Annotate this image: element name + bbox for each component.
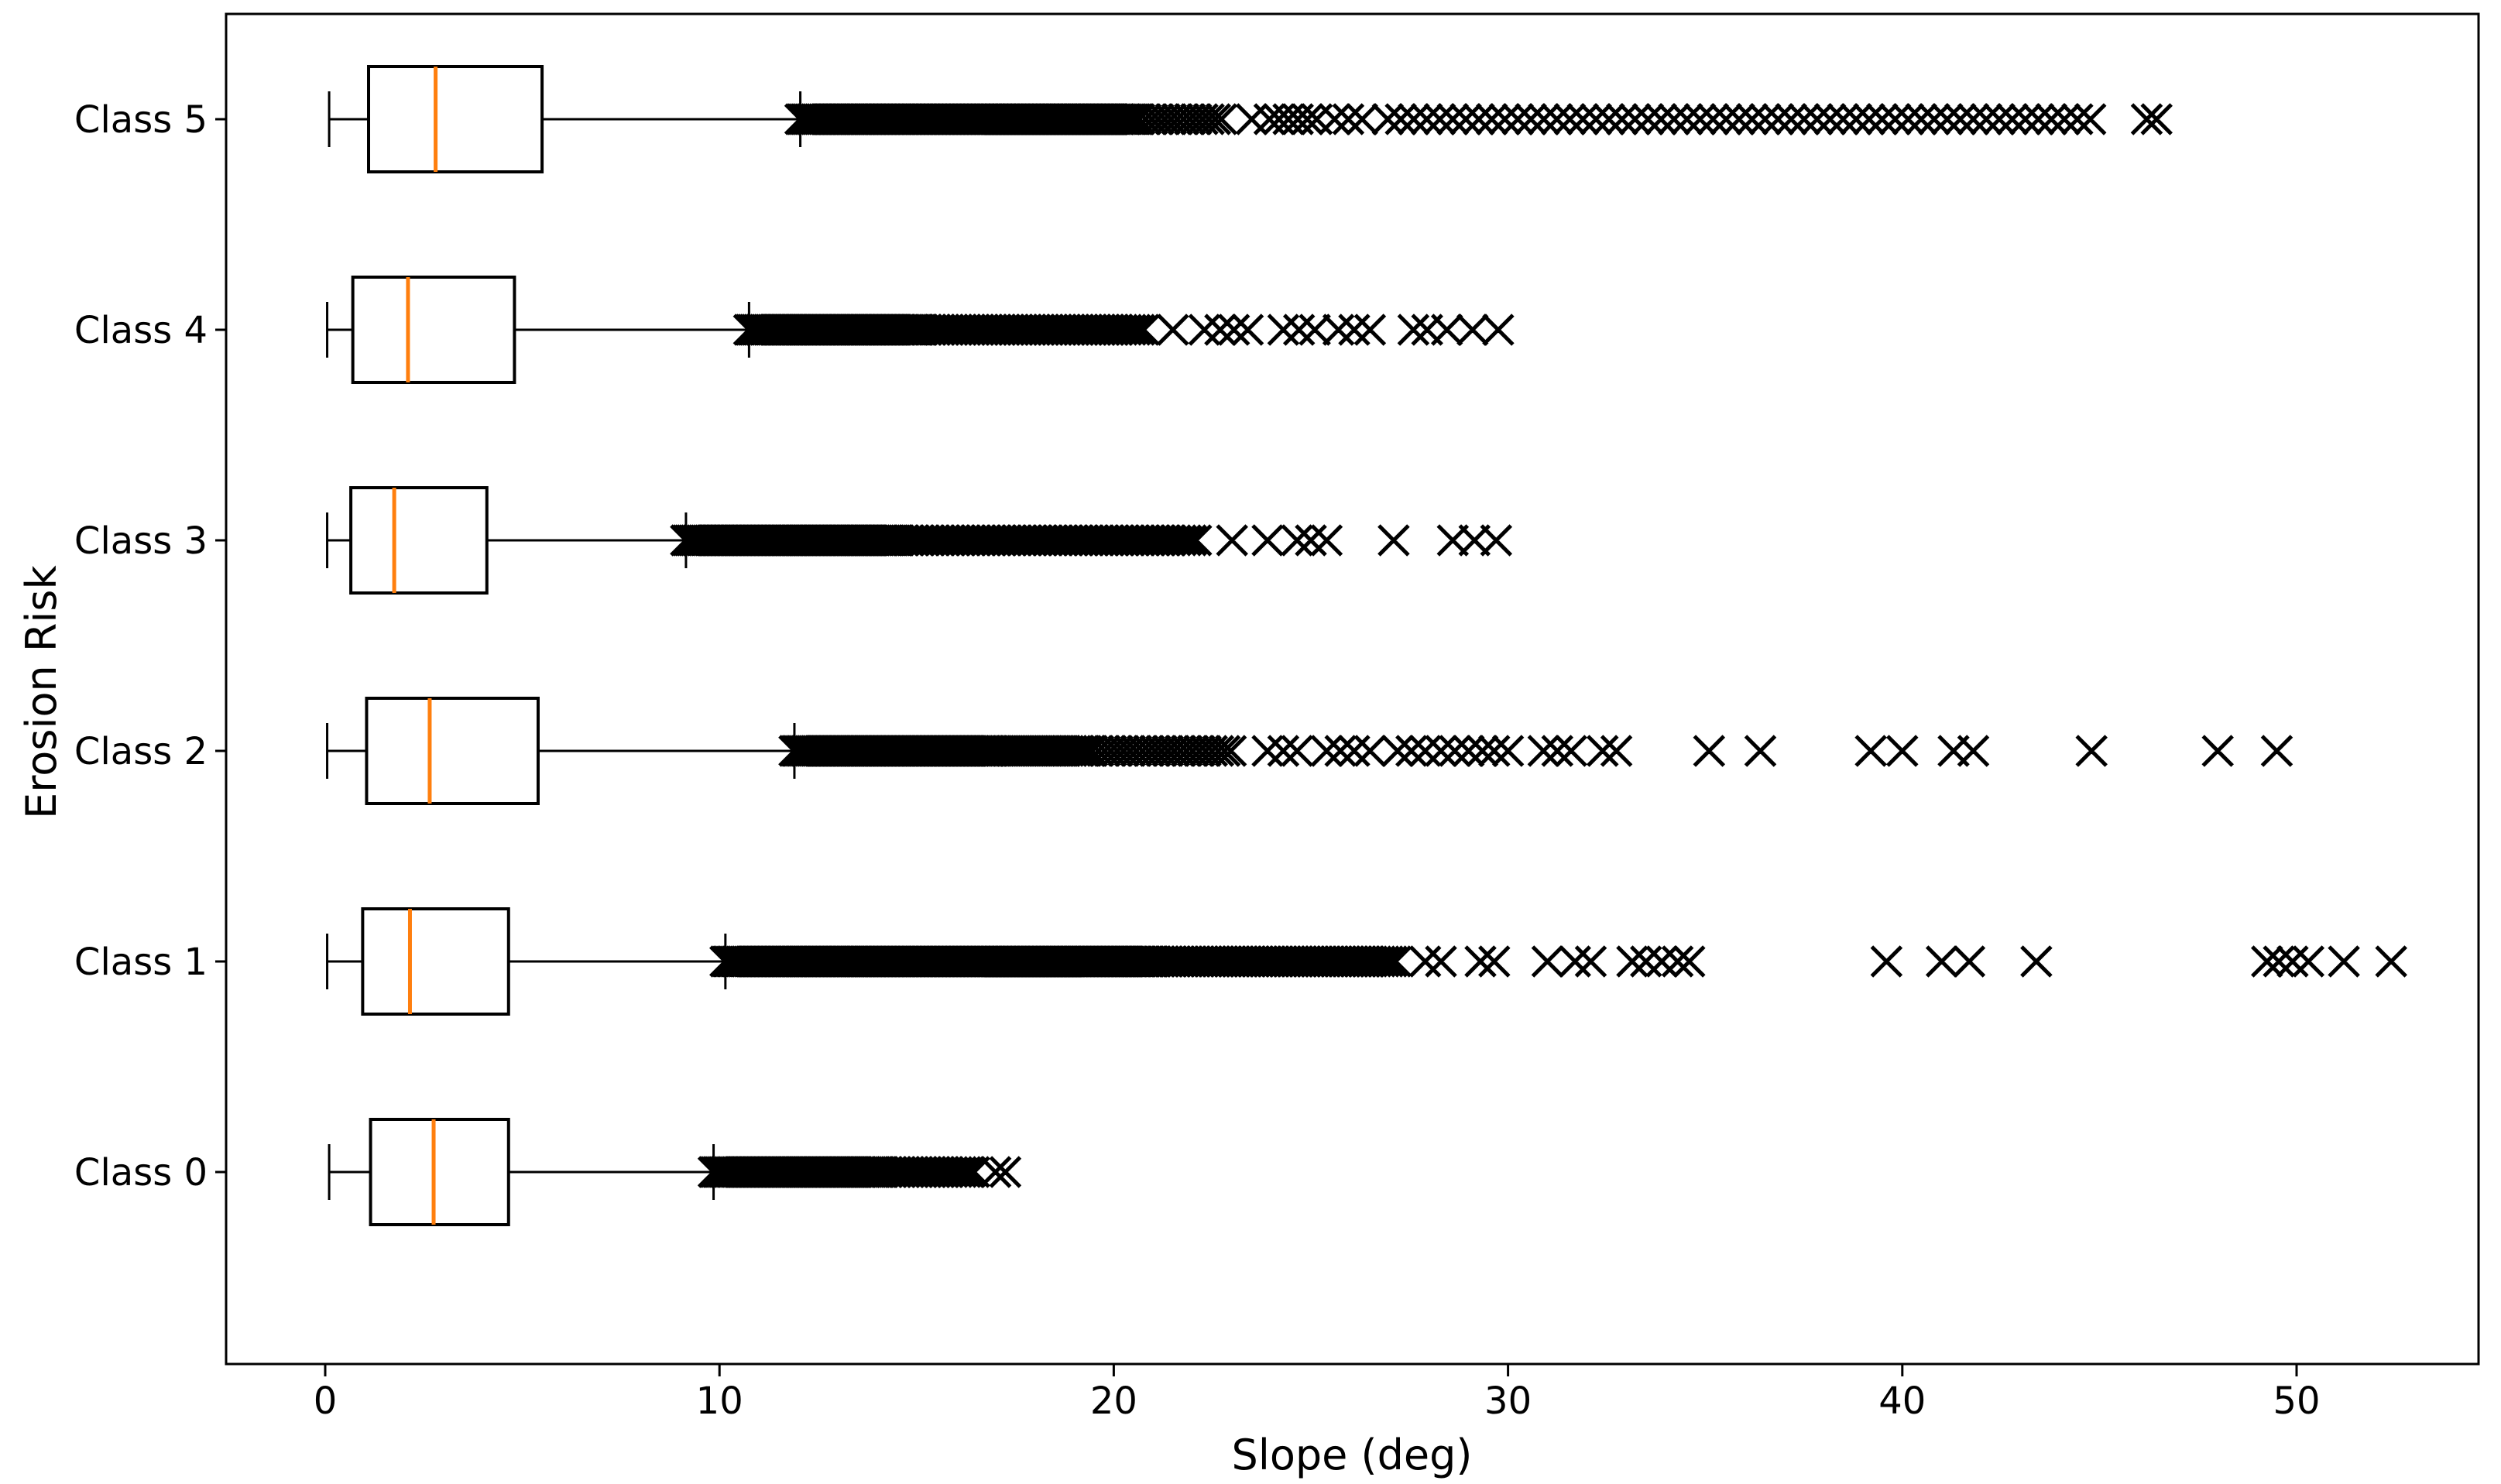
box-class-3 (349, 486, 489, 595)
y-tick-label-class-0: Class 0 (74, 1151, 208, 1194)
outliers-class-1 (709, 945, 2407, 978)
box-class-1 (361, 907, 510, 1016)
outliers-class-2 (778, 735, 2293, 767)
y-axis-title: Erosion Risk (17, 565, 66, 819)
box-class-5 (367, 65, 544, 173)
y-tick-label-class-3: Class 3 (74, 519, 208, 563)
y-tick-label-class-1: Class 1 (74, 941, 208, 984)
x-tick-label-50: 50 (2273, 1379, 2320, 1423)
box-class-0 (369, 1118, 510, 1226)
x-tick-label-30: 30 (1484, 1379, 1532, 1423)
y-tick-label-class-4: Class 4 (74, 309, 208, 352)
box-class-4 (351, 276, 516, 384)
y-tick-label-class-5: Class 5 (74, 98, 208, 142)
x-axis-title: Slope (deg) (1231, 1431, 1473, 1479)
x-tick-label-20: 20 (1090, 1379, 1137, 1423)
box-class-2 (365, 697, 540, 805)
x-tick-label-0: 0 (314, 1379, 338, 1423)
outliers-class-5 (784, 103, 2173, 135)
outliers-class-4 (732, 314, 1515, 346)
plot-border (225, 12, 2480, 1366)
outliers-class-0 (697, 1156, 1022, 1188)
y-tick-label-class-2: Class 2 (74, 730, 208, 773)
x-tick-label-40: 40 (1878, 1379, 1926, 1423)
outliers-class-3 (670, 524, 1513, 557)
x-tick-label-10: 10 (696, 1379, 743, 1423)
